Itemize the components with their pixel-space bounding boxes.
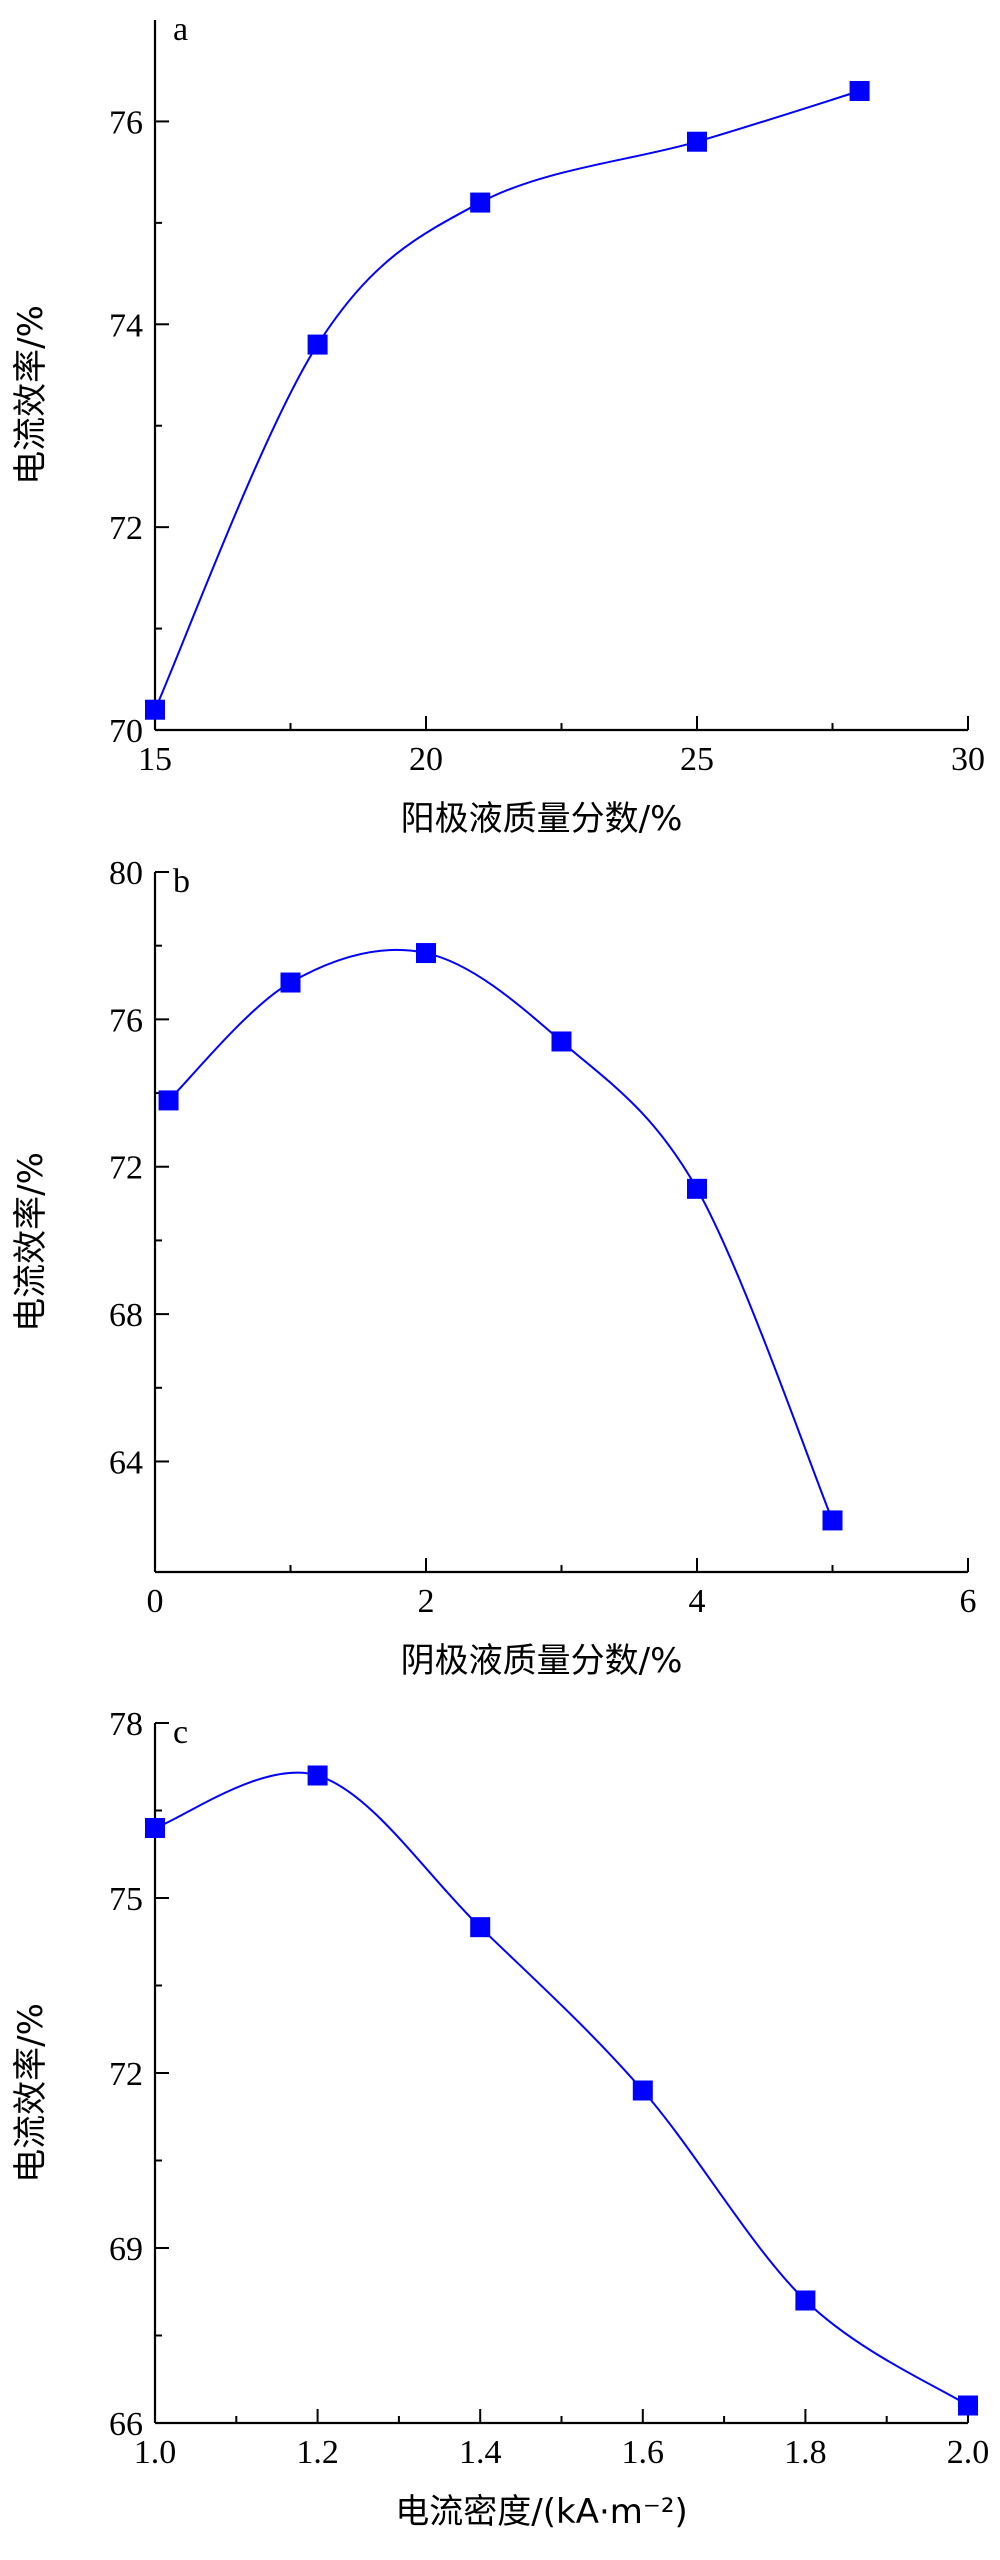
- panel-label: b: [173, 863, 190, 900]
- y-tick-label: 80: [109, 855, 143, 892]
- y-tick-label: 64: [109, 1444, 143, 1481]
- x-axis-title: 阴极液质量分数/%: [401, 1641, 683, 1681]
- x-tick-label: 15: [138, 741, 172, 778]
- x-tick-label: 2.0: [947, 2434, 990, 2471]
- x-tick-label: 6: [960, 1583, 977, 1620]
- x-tick-label: 1.4: [459, 2434, 502, 2471]
- y-axis-title: 电流效率/%: [11, 305, 51, 485]
- x-tick-label: 1.2: [296, 2434, 339, 2471]
- x-tick-label: 1.6: [622, 2434, 665, 2471]
- data-point-marker: [687, 131, 707, 152]
- y-tick-label: 72: [109, 1150, 143, 1187]
- x-axis-title: 电流密度/(kA·m⁻²): [395, 2492, 687, 2532]
- data-point-marker: [145, 1818, 165, 1838]
- data-point-marker: [795, 2290, 816, 2311]
- data-point-marker: [687, 1178, 707, 1199]
- x-tick-label: 1.8: [784, 2434, 827, 2471]
- data-point-marker: [551, 1031, 572, 1052]
- x-tick-label: 30: [951, 741, 985, 778]
- data-point-marker: [632, 2080, 653, 2101]
- y-tick-label: 68: [109, 1297, 143, 1334]
- data-point-marker: [158, 1090, 179, 1111]
- x-tick-label: 0: [147, 1583, 164, 1620]
- x-tick-label: 2: [418, 1583, 435, 1620]
- chart-panel-b: 0 2 4 6 64 68 72 76 80 b 阴极液质量分数/% 电流效率/%: [11, 855, 977, 1681]
- y-tick-label: 76: [109, 1002, 143, 1039]
- y-axis-title: 电流效率/%: [11, 2003, 51, 2183]
- y-tick-label: 72: [109, 510, 143, 547]
- data-point-marker: [280, 972, 301, 993]
- data-point-marker: [470, 1917, 491, 1938]
- panel-label: a: [173, 11, 188, 48]
- x-tick-label: 1.0: [134, 2434, 177, 2471]
- y-tick-label: 66: [109, 2406, 143, 2443]
- data-point-marker: [416, 943, 436, 964]
- series-line: [167, 948, 834, 1521]
- y-tick-label: 74: [109, 307, 143, 344]
- series-line: [154, 1771, 969, 2407]
- data-point-marker: [958, 2395, 978, 2416]
- x-tick-label: 25: [680, 741, 714, 778]
- x-tick-label: 20: [409, 741, 443, 778]
- chart-panel-c: 1.0 1.2 1.4 1.6 1.8 2.0 66 69 72 75 78 c 电流密度/(kA·m⁻…: [11, 1706, 989, 2532]
- data-point-marker: [822, 1510, 843, 1531]
- y-tick-label: 78: [109, 1706, 143, 1743]
- y-tick-label: 72: [109, 2056, 143, 2093]
- data-point-marker: [307, 334, 328, 355]
- data-point-marker: [307, 1765, 328, 1786]
- y-tick-label: 70: [109, 713, 143, 750]
- y-axis-title: 电流效率/%: [11, 1152, 51, 1332]
- data-point-marker: [145, 699, 165, 720]
- y-tick-label: 76: [109, 104, 143, 141]
- series-line: [154, 90, 860, 711]
- x-axis-title: 阳极液质量分数/%: [401, 799, 683, 839]
- data-point-marker: [470, 192, 491, 213]
- y-tick-label: 75: [109, 1881, 143, 1918]
- panel-label: c: [173, 1714, 188, 1751]
- x-tick-label: 4: [689, 1583, 706, 1620]
- data-point-marker: [849, 81, 870, 101]
- chart-panel-a: 15 20 25 30 70 72 74 76 a 阳极液质量分数/% 电流效率/%: [11, 11, 985, 839]
- y-tick-label: 69: [109, 2231, 143, 2268]
